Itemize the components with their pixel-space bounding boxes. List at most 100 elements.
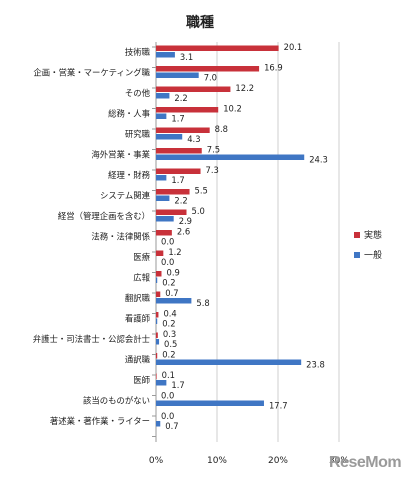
value-label-jittai: 1.2 — [168, 247, 181, 257]
legend-swatch — [354, 252, 360, 258]
value-label-ippan: 0.2 — [162, 319, 175, 329]
bar-ippan — [156, 52, 175, 58]
category-label: 海外営業・事業 — [91, 150, 150, 160]
category-label: 法務・法律関係 — [91, 232, 150, 242]
value-label-ippan: 24.3 — [309, 155, 328, 165]
value-label-ippan: 3.1 — [180, 52, 193, 62]
value-label-ippan: 1.7 — [171, 175, 184, 185]
value-label-jittai: 0.4 — [163, 309, 176, 319]
value-label-jittai: 8.8 — [215, 124, 228, 134]
bar-ippan — [156, 93, 170, 99]
bar-jittai — [156, 230, 172, 236]
category-label: 翻訳職 — [125, 293, 151, 303]
x-tick-labels: 0% 10% 20% 30% — [149, 456, 350, 466]
x-tick-label: 30% — [329, 456, 349, 466]
value-label-jittai: 7.5 — [207, 145, 220, 155]
value-label-jittai: 5.0 — [192, 206, 205, 216]
category-label: 総務・人事 — [108, 109, 150, 119]
value-label-ippan: 2.2 — [174, 196, 187, 206]
value-label-ippan: 5.8 — [196, 298, 209, 308]
watermark-text: ReseMom — [329, 454, 402, 471]
bar-jittai — [156, 271, 162, 277]
bar-jittai — [156, 66, 260, 72]
legend-label: 一般 — [364, 249, 382, 261]
category-label: 医師 — [133, 375, 150, 385]
value-label-ippan: 0.0 — [161, 257, 174, 267]
bar-jittai — [156, 250, 164, 256]
bars — [156, 45, 305, 427]
bar-jittai — [156, 45, 279, 51]
value-label-ippan: 7.0 — [204, 73, 217, 83]
bar-jittai — [156, 373, 157, 379]
value-label-jittai: 12.2 — [235, 83, 254, 93]
value-label-jittai: 0.0 — [161, 411, 174, 421]
value-label-ippan: 0.5 — [164, 339, 177, 349]
bar-jittai — [156, 168, 201, 174]
bar-ippan — [156, 421, 161, 427]
bar-ippan — [156, 134, 183, 140]
value-label-jittai: 0.2 — [162, 350, 175, 360]
value-label-ippan: 1.7 — [171, 380, 184, 390]
category-label: 該当のものがない — [83, 396, 150, 406]
bar-jittai — [156, 312, 159, 318]
category-label: 弁護士・司法書士・公認会計士 — [33, 334, 150, 344]
category-label: 技術職 — [125, 47, 151, 57]
category-label: 著述業・著作業・ライター — [50, 416, 150, 426]
category-label: 通訳職 — [125, 355, 151, 365]
value-label-jittai: 20.1 — [284, 42, 303, 52]
category-label: 看護師 — [125, 314, 150, 324]
bar-jittai — [156, 353, 158, 359]
category-label: その他 — [125, 88, 151, 98]
x-tick-label: 10% — [207, 456, 227, 466]
bar-jittai — [156, 291, 161, 297]
bar-jittai — [156, 332, 158, 338]
value-label-jittai: 10.2 — [223, 104, 242, 114]
legend-swatch — [354, 232, 360, 238]
bar-ippan — [156, 380, 167, 386]
value-label-jittai: 0.9 — [166, 268, 179, 278]
value-label-jittai: 7.3 — [206, 165, 219, 175]
category-label: 経営（管理企画を含む） — [58, 211, 150, 221]
value-label-ippan: 2.9 — [179, 216, 192, 226]
category-label: 研究職 — [125, 129, 151, 139]
value-label-ippan: 0.7 — [165, 421, 178, 431]
category-label: 医療 — [133, 252, 150, 262]
bar-ippan — [156, 113, 167, 119]
bar-ippan — [156, 359, 302, 365]
bar-ippan — [156, 318, 158, 324]
bar-ippan — [156, 72, 199, 78]
value-label-jittai: 0.3 — [163, 329, 176, 339]
x-tick-label: 20% — [268, 456, 288, 466]
value-label-jittai: 0.1 — [162, 370, 175, 380]
value-label-ippan: 23.8 — [306, 360, 325, 370]
category-label: 経理・財務 — [108, 170, 150, 180]
bar-jittai — [156, 86, 231, 92]
bar-jittai — [156, 127, 210, 133]
bar-ippan — [156, 298, 192, 304]
legend-label: 実態 — [364, 229, 382, 241]
watermark-logo: ReseMom — [329, 452, 403, 474]
value-label-ippan: 0.0 — [161, 237, 174, 247]
bar-jittai — [156, 107, 219, 113]
value-labels: 20.1 3.1 16.9 7.0 12.2 2.2 10.2 1.7 8.8 4.3 7.5 24.… — [161, 42, 328, 431]
chart-title: 職種 — [186, 14, 214, 31]
category-label: 企画・営業・マーケティング職 — [33, 68, 150, 78]
bar-jittai — [156, 189, 190, 195]
bar-ippan — [156, 195, 170, 201]
bar-ippan — [156, 400, 264, 406]
value-label-jittai: 16.9 — [264, 63, 283, 73]
value-label-jittai: 0.7 — [165, 288, 178, 298]
value-label-jittai: 0.0 — [161, 391, 174, 401]
value-label-ippan: 4.3 — [187, 134, 200, 144]
category-labels: 技術職企画・営業・マーケティング職その他総務・人事研究職海外営業・事業経理・財務… — [33, 47, 151, 426]
bar-ippan — [156, 277, 158, 283]
x-tick-label: 0% — [149, 456, 164, 466]
value-label-ippan: 0.2 — [162, 278, 175, 288]
bar-jittai — [156, 148, 202, 154]
value-label-jittai: 2.6 — [177, 227, 190, 237]
value-label-jittai: 5.5 — [195, 186, 208, 196]
bar-ippan — [156, 216, 174, 222]
value-label-ippan: 17.7 — [269, 401, 288, 411]
